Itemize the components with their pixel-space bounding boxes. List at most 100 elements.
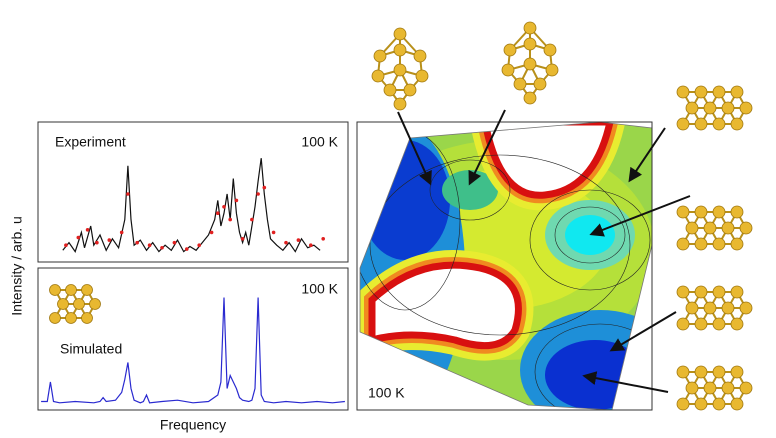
spectrum-point bbox=[185, 247, 189, 251]
atom bbox=[404, 84, 416, 96]
atom bbox=[722, 222, 734, 234]
cluster-icon bbox=[677, 86, 752, 130]
atom bbox=[731, 118, 743, 130]
atom bbox=[90, 299, 101, 310]
spectrum-point bbox=[250, 218, 254, 222]
figure: Experiment 100 K Simulated 100 K Intensi… bbox=[0, 0, 776, 438]
spectrum-point bbox=[297, 238, 301, 242]
atom bbox=[695, 318, 707, 330]
atom bbox=[677, 398, 689, 410]
panels: Experiment 100 K Simulated 100 K Intensi… bbox=[9, 122, 348, 433]
atom bbox=[677, 318, 689, 330]
temperature: 100 K bbox=[301, 134, 338, 150]
atom bbox=[514, 78, 526, 90]
spectrum-point bbox=[135, 241, 139, 245]
spectrum-point bbox=[309, 243, 313, 247]
atom bbox=[58, 299, 69, 310]
atom bbox=[524, 92, 536, 104]
page: {"chart_data":[ {"type":"line","label":"… bbox=[0, 0, 776, 438]
plots bbox=[41, 158, 345, 403]
cluster-icon bbox=[677, 366, 752, 410]
atom bbox=[677, 366, 689, 378]
atom bbox=[695, 286, 707, 298]
atom bbox=[394, 64, 406, 76]
atom bbox=[740, 222, 752, 234]
cluster-icon bbox=[372, 28, 428, 110]
atom bbox=[731, 398, 743, 410]
atom bbox=[414, 50, 426, 62]
atom bbox=[740, 382, 752, 394]
atom bbox=[502, 64, 514, 76]
spectrum-point bbox=[173, 241, 177, 245]
spectrum-point bbox=[210, 231, 214, 235]
spectrum-point bbox=[241, 237, 245, 241]
spectrum-point bbox=[321, 237, 325, 241]
atom bbox=[695, 206, 707, 218]
atom bbox=[722, 382, 734, 394]
spectrum-point bbox=[216, 211, 220, 215]
atom bbox=[695, 238, 707, 250]
atom bbox=[695, 86, 707, 98]
atom bbox=[686, 382, 698, 394]
atom bbox=[740, 102, 752, 114]
atom bbox=[394, 28, 406, 40]
atom bbox=[731, 86, 743, 98]
atom bbox=[722, 102, 734, 114]
atom bbox=[713, 118, 725, 130]
atom bbox=[677, 238, 689, 250]
atom bbox=[731, 238, 743, 250]
spectrum-point bbox=[222, 205, 226, 209]
atom bbox=[713, 398, 725, 410]
atom bbox=[695, 366, 707, 378]
atom bbox=[82, 313, 93, 324]
atom bbox=[546, 64, 558, 76]
spectrum-point bbox=[197, 243, 201, 247]
atom bbox=[713, 286, 725, 298]
panel-label: Simulated bbox=[60, 341, 122, 357]
temperature: 100 K bbox=[301, 281, 338, 297]
temperature: 100 K bbox=[368, 385, 405, 401]
atom bbox=[66, 285, 77, 296]
atom bbox=[374, 50, 386, 62]
spectrum-point bbox=[272, 231, 276, 235]
spectrum-point bbox=[235, 199, 239, 203]
atom bbox=[416, 70, 428, 82]
atom bbox=[704, 102, 716, 114]
atom bbox=[704, 382, 716, 394]
atom bbox=[713, 86, 725, 98]
atom bbox=[704, 222, 716, 234]
atom bbox=[677, 286, 689, 298]
atom bbox=[731, 206, 743, 218]
atom bbox=[731, 286, 743, 298]
atom bbox=[713, 366, 725, 378]
atom bbox=[524, 58, 536, 70]
spectrum-line bbox=[63, 158, 320, 251]
atom bbox=[50, 313, 61, 324]
spectrum-point bbox=[228, 218, 232, 222]
spectrum-point bbox=[64, 243, 68, 247]
spectrum-point bbox=[148, 243, 152, 247]
atom bbox=[704, 302, 716, 314]
y-axis-label: Intensity / arb. u bbox=[9, 216, 25, 316]
atom bbox=[677, 86, 689, 98]
spectrum-point bbox=[263, 186, 267, 190]
atom bbox=[686, 302, 698, 314]
spectrum-point bbox=[86, 228, 90, 232]
atom bbox=[74, 299, 85, 310]
spectrum-point bbox=[256, 192, 260, 196]
atom bbox=[686, 222, 698, 234]
atom bbox=[731, 318, 743, 330]
atom bbox=[677, 206, 689, 218]
cluster-icon bbox=[677, 206, 752, 250]
atom bbox=[713, 318, 725, 330]
cluster-icon bbox=[677, 286, 752, 330]
cluster-icon bbox=[502, 22, 558, 104]
atom bbox=[713, 206, 725, 218]
atom bbox=[82, 285, 93, 296]
atom bbox=[372, 70, 384, 82]
atom bbox=[504, 44, 516, 56]
atom bbox=[394, 44, 406, 56]
atom bbox=[66, 313, 77, 324]
atom bbox=[731, 366, 743, 378]
panel-label: Experiment bbox=[55, 134, 126, 150]
